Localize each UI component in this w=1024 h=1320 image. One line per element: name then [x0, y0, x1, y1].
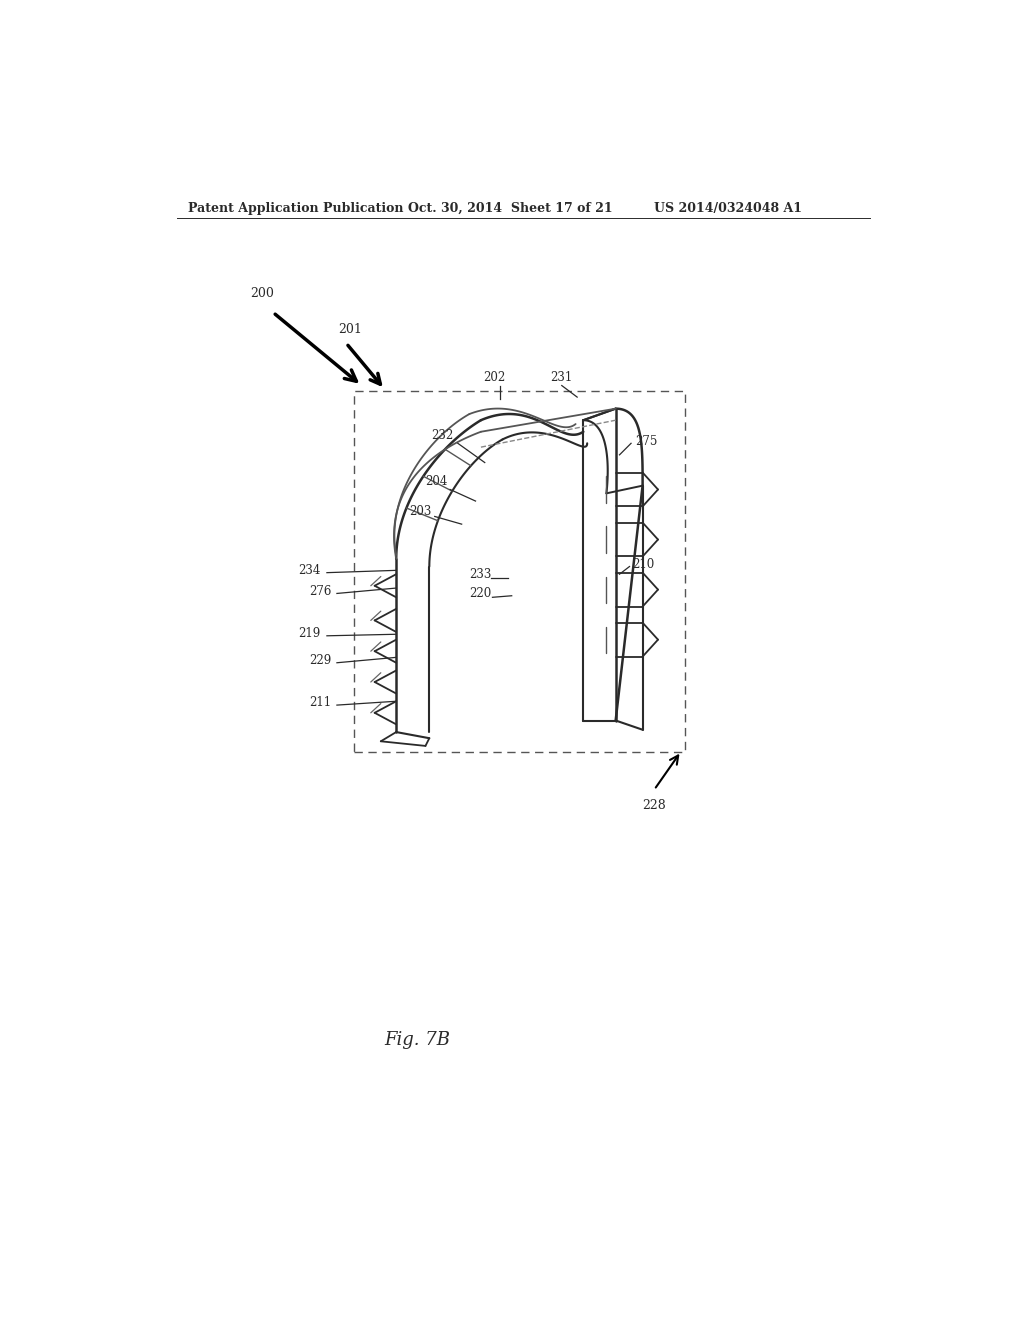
- Text: 228: 228: [643, 799, 667, 812]
- Text: 201: 201: [339, 323, 362, 335]
- Text: 229: 229: [309, 653, 332, 667]
- Text: Patent Application Publication: Patent Application Publication: [188, 202, 403, 215]
- Text: 200: 200: [250, 286, 273, 300]
- Text: 203: 203: [410, 504, 432, 517]
- Text: 220: 220: [469, 587, 492, 601]
- Text: 210: 210: [633, 558, 655, 572]
- Text: 276: 276: [309, 585, 332, 598]
- Text: 211: 211: [309, 696, 332, 709]
- Text: 233: 233: [469, 568, 492, 581]
- Text: US 2014/0324048 A1: US 2014/0324048 A1: [654, 202, 802, 215]
- Text: Fig. 7B: Fig. 7B: [385, 1031, 451, 1049]
- Text: 202: 202: [483, 371, 506, 384]
- Text: 234: 234: [298, 564, 321, 577]
- Text: Oct. 30, 2014  Sheet 17 of 21: Oct. 30, 2014 Sheet 17 of 21: [408, 202, 612, 215]
- Bar: [354, 391, 685, 752]
- Text: 204: 204: [425, 475, 447, 488]
- Text: 219: 219: [298, 627, 321, 640]
- Text: 275: 275: [635, 436, 657, 449]
- Text: 232: 232: [431, 429, 453, 442]
- Text: 231: 231: [550, 371, 572, 384]
